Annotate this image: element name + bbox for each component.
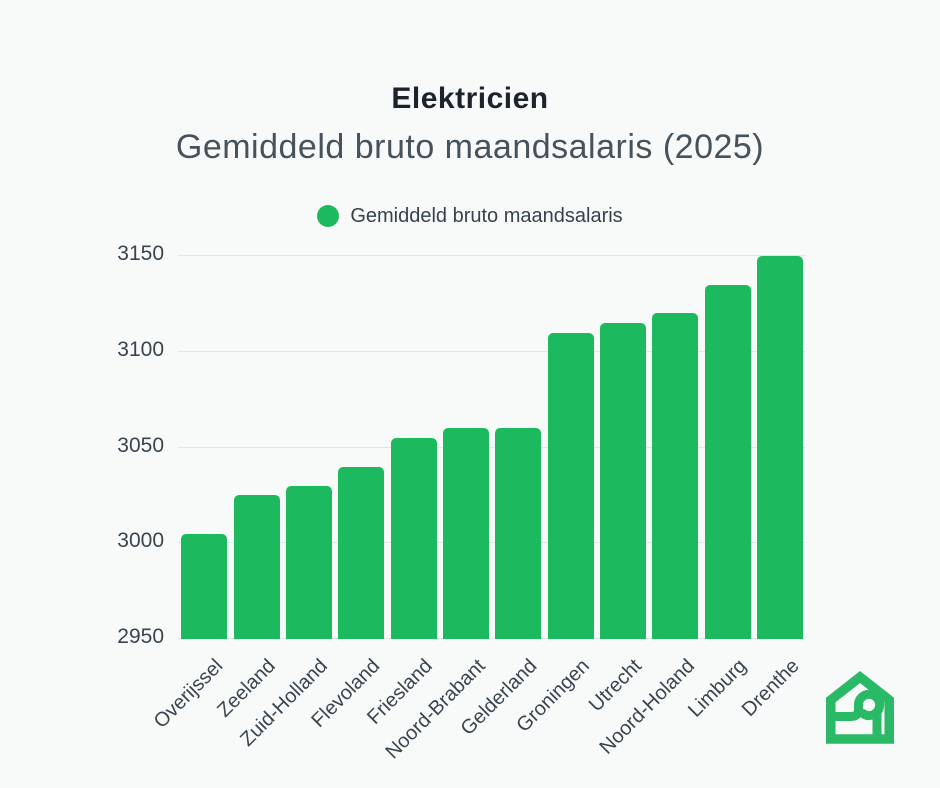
bar-overijssel[interactable] (181, 533, 228, 639)
bar-noord-brabant[interactable] (442, 428, 489, 639)
plot-area (178, 255, 806, 639)
gridline (178, 446, 806, 448)
bar-chart: 2950 3000 3050 3100 3150 Overijssel Zeeland Zu… (0, 242, 940, 763)
chart-legend[interactable]: Gemiddeld bruto maandsalaris (0, 203, 940, 229)
x-tick-label: Overijssel (150, 655, 228, 733)
bar-drenthe[interactable] (756, 256, 803, 639)
page-title: Elektricien (391, 82, 549, 115)
bar-flevoland[interactable] (338, 466, 385, 639)
bar-utrecht[interactable] (599, 323, 646, 639)
gridline (178, 638, 806, 639)
bar-zuid-holland[interactable] (285, 485, 332, 639)
gridline (178, 542, 806, 544)
y-tick-label: 3050 (117, 433, 164, 457)
legend-label: Gemiddeld bruto maandsalaris (350, 204, 623, 227)
gridline (178, 255, 806, 256)
y-tick-label: 3000 (117, 529, 164, 553)
bar-zeeland[interactable] (233, 495, 280, 639)
gridline (178, 350, 806, 352)
house-logo-icon (826, 670, 894, 744)
y-tick-label: 2950 (117, 625, 164, 648)
bar-gelderland[interactable] (495, 428, 542, 639)
page-subtitle: Gemiddeld bruto maandsalaris (2025) (175, 128, 765, 166)
x-tick-label: Drenthe (737, 655, 804, 721)
bar-friesland[interactable] (390, 437, 437, 639)
bar-limburg[interactable] (704, 284, 751, 639)
y-tick-label: 3100 (117, 337, 164, 361)
y-tick-label: 3150 (117, 242, 164, 265)
legend-dot-icon (317, 205, 340, 227)
bar-groningen[interactable] (547, 332, 594, 639)
bar-noord-holand[interactable] (652, 313, 699, 639)
